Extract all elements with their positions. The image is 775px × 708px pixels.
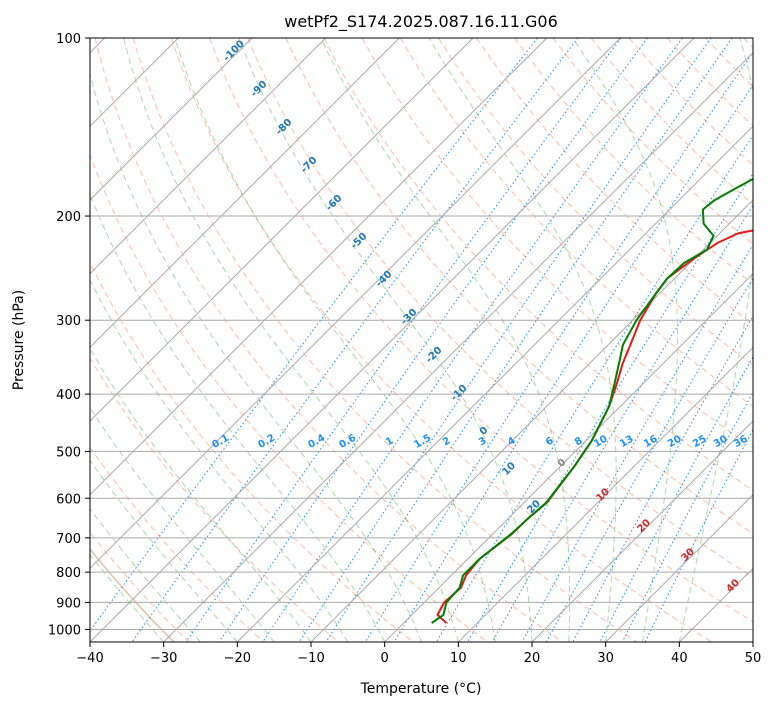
dry-adiabat [399,38,753,408]
mixing-ratio-label: 8 [573,435,585,448]
moist-adiabat [572,38,678,642]
x-tick-label: 50 [745,651,762,666]
mixing-ratio-line [521,243,753,642]
mixing-ratio-label: 6 [544,435,556,448]
mixing-ratio-label: 4 [506,435,518,448]
x-tick-label: 10 [450,651,467,666]
x-axis: −40 −30 −20 −10 0 10 20 30 40 50 [76,642,761,666]
moist-adiabat [90,406,275,642]
dewpoint-profile-line [431,177,753,624]
mixing-ratio-line [298,38,712,642]
dry-adiabat [590,38,753,206]
dry-adiabat [170,38,712,642]
moist-adiabat [123,38,459,642]
y-tick-label: 900 [56,596,81,611]
moist-adiabat [90,72,422,642]
mixing-ratio-line [491,204,753,642]
mixing-ratio-line [572,315,753,642]
isotherm [605,493,753,642]
x-tick-label: 30 [597,651,614,666]
moist-adiabat [320,38,570,642]
dry-adiabat [247,38,753,578]
dry-adiabat [90,357,339,642]
plot-frame [89,37,754,643]
moist-adiabat [90,553,165,642]
moist-adiabat [90,507,201,642]
mixing-ratio-label: 3 [477,435,489,448]
x-tick-label: −40 [76,651,103,666]
y-tick-label: 500 [56,445,81,460]
mixing-ratio-line [325,38,733,642]
dry-adiabat [94,38,563,642]
moist-adiabat [90,459,238,642]
x-tick-label: 40 [671,651,688,666]
y-tick-label: 300 [56,314,81,329]
x-tick-label: 0 [381,651,389,666]
y-tick-label: 1000 [48,623,81,638]
isotherm [457,346,753,642]
mixing-ratio-line [218,38,648,642]
moist-adiabat [90,193,386,642]
y-axis-label: Pressure (hPa) [11,290,27,390]
chart-title: wetPf2_S174.2025.087.16.11.G06 [284,12,558,32]
moist-adiabat [238,38,533,642]
y-tick-label: 600 [56,492,81,507]
isotherm [90,38,253,201]
moist-adiabat [90,278,349,642]
dry-adiabat [285,38,753,535]
mixing-ratio-line [262,38,683,642]
x-tick-label: 20 [524,651,541,666]
x-tick-label: −20 [224,651,251,666]
dry-adiabat [323,38,753,492]
dry-adiabat [90,261,414,642]
moist-adiabat [428,38,617,642]
isotherm [531,420,753,642]
mixing-ratio-label: 2 [441,435,453,448]
x-tick-label: −30 [150,651,177,666]
y-axis: 1000 900 800 700 600 500 400 300 200 100 [48,32,90,638]
isotherm [310,199,753,642]
moist-adiabat [174,38,496,642]
dry-adiabat [90,153,488,642]
y-tick-label: 700 [56,532,81,547]
y-tick-label: 200 [56,210,81,225]
isotherm [90,38,327,275]
x-axis-label: Temperature (°C) [360,681,482,697]
isotherm [90,38,474,422]
series-lines [431,177,753,624]
mixing-ratio-line [90,38,538,632]
x-tick-label: −10 [297,651,324,666]
dry-adiabat [132,38,638,642]
grid-lines [90,38,753,642]
dry-adiabat [209,38,753,623]
mixing-ratio-line [644,428,753,642]
isotherm [90,38,400,349]
y-tick-label: 100 [56,32,81,47]
isotherm [90,38,621,570]
dry-adiabat [552,38,753,245]
y-tick-label: 800 [56,566,81,581]
dry-adiabat [437,38,753,366]
isotherm [384,272,753,642]
mixing-ratio-label: 1 [384,435,396,448]
mixing-ratio-line [435,134,753,642]
isotherm [163,51,753,642]
isotherm [90,38,695,642]
y-tick-label: 400 [56,388,81,403]
isotherm [90,38,548,496]
moist-adiabat [678,38,753,642]
isotherm [236,125,753,642]
dry-adiabat [90,446,264,642]
mixing-ratio-line [364,51,753,642]
